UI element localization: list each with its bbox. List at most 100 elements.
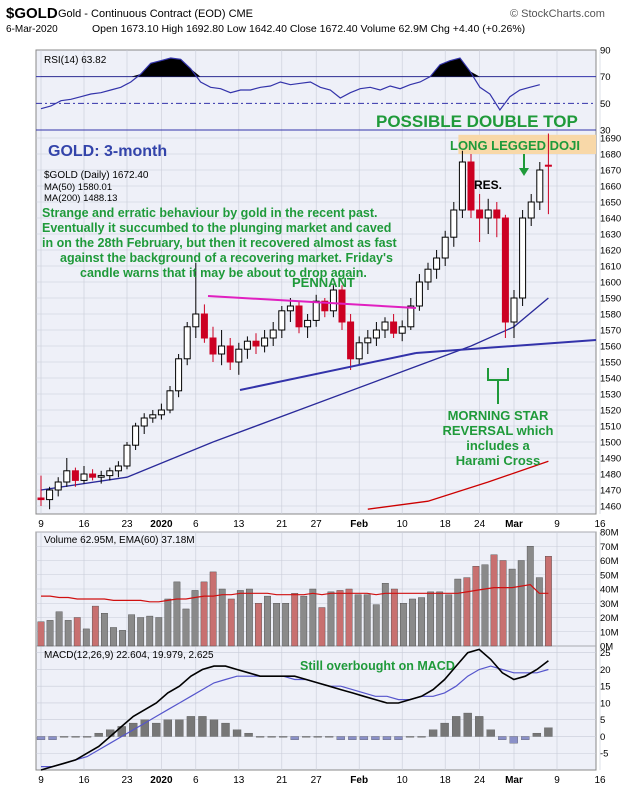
volume-bar	[155, 617, 163, 647]
price-y-tick-label: 1630	[600, 230, 621, 241]
volume-y-tick-label: 20M	[600, 613, 619, 624]
price-x-tick-label: 13	[233, 519, 245, 530]
price-x-tick-label: 27	[311, 519, 323, 530]
macd-histogram-bar	[359, 736, 369, 740]
candle-body	[278, 310, 286, 331]
volume-bar	[400, 603, 407, 647]
volume-y-tick-label: 50M	[600, 570, 619, 581]
volume-y-tick-label: 0M	[600, 642, 613, 653]
price-y-tick-label: 1510	[600, 422, 621, 433]
volume-bar	[137, 617, 145, 647]
macd-histogram-bar	[382, 736, 392, 740]
price-legend-2: MA(50) 1580.01	[44, 182, 112, 193]
chart-date: 6-Mar-2020	[6, 24, 58, 35]
volume-bar	[309, 588, 317, 647]
price-y-tick-label: 1540	[600, 374, 621, 385]
candle-body	[226, 345, 234, 363]
volume-bar	[64, 620, 72, 647]
volume-bar	[508, 568, 516, 647]
price-x-tick-label: Mar	[505, 519, 523, 530]
candle-body	[458, 161, 466, 211]
macd-histogram-bar	[59, 736, 69, 738]
macd-x-tick-label: 21	[276, 775, 288, 786]
volume-bar	[37, 621, 45, 647]
volume-ema-line	[41, 584, 549, 603]
candle-body	[252, 340, 260, 347]
macd-histogram-bar	[544, 727, 553, 737]
candle-body	[433, 257, 441, 270]
volume-bar	[128, 614, 136, 647]
volume-bar	[318, 607, 326, 647]
macd-histogram-bar	[451, 716, 461, 737]
macd-histogram-bar	[48, 736, 57, 740]
macd-histogram-bar	[198, 716, 207, 737]
price-x-tick-label: 2020	[150, 519, 173, 530]
macd-y-tick-label: -5	[600, 749, 608, 760]
candle-body	[484, 209, 492, 219]
volume-y-tick-label: 10M	[600, 627, 619, 638]
volume-legend: Volume 62.95M, EMA(60) 37.18M	[44, 535, 195, 546]
volume-bar	[236, 590, 244, 647]
macd-histogram-bar	[521, 736, 530, 740]
candle-body	[123, 444, 131, 467]
candle-body	[476, 209, 484, 219]
volume-bar	[46, 620, 54, 647]
commentary-line-3: in on the 28th February, but then it rec…	[42, 236, 398, 250]
macd-histogram-bar	[417, 736, 426, 738]
candle-body	[441, 236, 449, 259]
volume-bar	[526, 546, 534, 647]
macd-legend: MACD(12,26,9) 22.604, 19.979, 2.625	[44, 650, 214, 661]
candle-body	[381, 321, 389, 331]
macd-histogram-bar	[209, 719, 219, 737]
macd-histogram-bar	[290, 736, 299, 740]
volume-bar	[436, 591, 444, 647]
price-y-tick-label: 1690	[600, 134, 621, 145]
pennant-label: PENNANT	[292, 275, 355, 290]
candle-body	[46, 489, 54, 501]
volume-bar	[545, 556, 552, 647]
candle-body	[304, 319, 312, 328]
rsi-legend: RSI(14) 63.82	[44, 55, 107, 66]
price-y-tick-label: 1470	[600, 486, 621, 497]
candle-body	[329, 289, 337, 312]
morning-star-line-1: MORNING STAR	[448, 408, 549, 423]
macd-x-tick-label: 2020	[150, 775, 173, 786]
candle-body	[286, 305, 294, 312]
volume-bar	[146, 615, 154, 647]
macd-histogram-bar	[267, 736, 276, 738]
candle-body	[364, 337, 372, 344]
price-y-tick-label: 1670	[600, 166, 621, 177]
volume-y-tick-label: 40M	[600, 585, 619, 596]
candle-body	[536, 169, 544, 203]
candle-body	[321, 300, 329, 312]
volume-bar	[245, 588, 253, 647]
volume-bar	[182, 608, 190, 647]
candle-body	[89, 473, 97, 478]
candle-body	[200, 313, 208, 339]
pennant-upper-line	[207, 295, 417, 309]
candle-body	[71, 470, 79, 481]
volume-bar	[300, 595, 308, 647]
macd-histogram-bar	[336, 736, 345, 740]
period-label: GOLD: 3-month	[48, 143, 167, 160]
price-x-tick-label: Feb	[350, 519, 368, 530]
price-legend-3: MA(200) 1488.13	[44, 193, 117, 204]
source-credit: © StockCharts.com	[510, 8, 605, 20]
price-x-tick-label: 16	[78, 519, 90, 530]
morning-star-line-3: includes a	[466, 438, 530, 453]
volume-bar	[82, 628, 90, 647]
price-y-tick-label: 1490	[600, 454, 621, 465]
candle-body	[183, 326, 191, 360]
macd-x-tick-label: 18	[440, 775, 452, 786]
candle-body	[140, 417, 148, 427]
macd-histogram-bar	[509, 736, 518, 744]
price-x-tick-label: 24	[474, 519, 486, 530]
rsi-y-tick-label: 90	[600, 46, 611, 57]
candle-body	[54, 481, 62, 491]
candle-body	[157, 409, 165, 416]
candle-body	[235, 348, 243, 363]
resistance-zone	[458, 134, 596, 154]
volume-bar	[354, 594, 362, 647]
macd-histogram-bar	[36, 736, 46, 740]
volume-bar	[73, 617, 81, 647]
